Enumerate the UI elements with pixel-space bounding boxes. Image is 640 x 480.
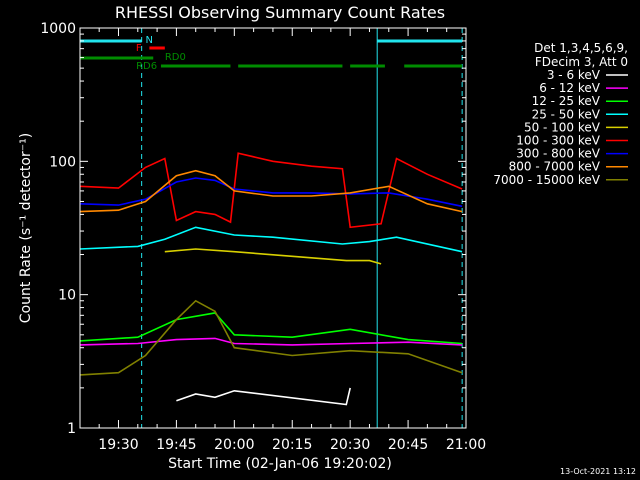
flag-label-n: N (146, 35, 153, 46)
legend-entry-100-300-kev: 100 - 300 keV (516, 134, 600, 148)
flag-label-rd0: RD0 (165, 52, 186, 63)
x-tick-label: 20:30 (330, 437, 370, 453)
y-tick-label: 1000 (40, 21, 76, 37)
flag-bars: NF RD0 RD6 (79, 35, 463, 72)
flag-label-rd6: RD6 (136, 61, 157, 72)
series-line-50-100-kev (164, 248, 382, 265)
x-tick-label: 20:15 (272, 437, 312, 453)
legend-entry-7000-15000-kev: 7000 - 15000 keV (493, 173, 600, 187)
generation-timestamp: 13-Oct-2021 13:12 (560, 467, 636, 476)
series-line-100-300-kev (79, 152, 463, 229)
x-tick-label: 19:45 (156, 437, 196, 453)
legend-entry-300-800-kev: 300 - 800 keV (516, 147, 600, 161)
flag-label-f: F (136, 43, 142, 54)
legend-entry-3-6-kev: 3 - 6 keV (547, 68, 601, 82)
legend-entry-6-12-kev: 6 - 12 keV (539, 81, 601, 95)
series-line-3-6-kev (176, 387, 351, 406)
legend: Det 1,3,4,5,6,9, FDecim 3, Att 0 3 - 6 k… (493, 41, 628, 187)
legend-header-line-1: Det 1,3,4,5,6,9, (534, 41, 628, 55)
legend-entry-800-7000-kev: 800 - 7000 keV (509, 160, 601, 174)
x-tick-label: 19:30 (98, 437, 138, 453)
x-axis-label: Start Time (02-Jan-06 19:20:02) (168, 456, 392, 472)
y-tick-label: 1 (67, 421, 76, 437)
x-tick-label: 21:00 (446, 437, 486, 453)
y-axis-label: Count Rate (s⁻¹ detector⁻¹) (18, 133, 34, 323)
legend-entry-25-50-kev: 25 - 50 keV (532, 107, 601, 121)
y-tick-label: 100 (49, 154, 76, 170)
x-tick-label: 20:45 (388, 437, 428, 453)
legend-entry-12-25-kev: 12 - 25 keV (532, 94, 601, 108)
series-line-6-12-kev (79, 337, 463, 346)
axes: 1 10 100 1000 19:30 19:45 20:00 20:15 20:30 20:45… (40, 21, 486, 453)
legend-entry-50-100-kev: 50 - 100 keV (524, 120, 601, 134)
legend-header-line-2: FDecim 3, Att 0 (535, 55, 628, 69)
y-tick-label: 10 (58, 288, 76, 304)
x-tick-label: 20:00 (214, 437, 254, 453)
series-line-300-800-kev (79, 177, 463, 208)
series-line-12-25-kev (79, 312, 463, 345)
chart-title: RHESSI Observing Summary Count Rates (115, 3, 445, 22)
series-line-800-7000-kev (79, 169, 463, 213)
series-line-7000-15000-kev (79, 299, 463, 376)
series-line-25-50-kev (79, 226, 463, 253)
